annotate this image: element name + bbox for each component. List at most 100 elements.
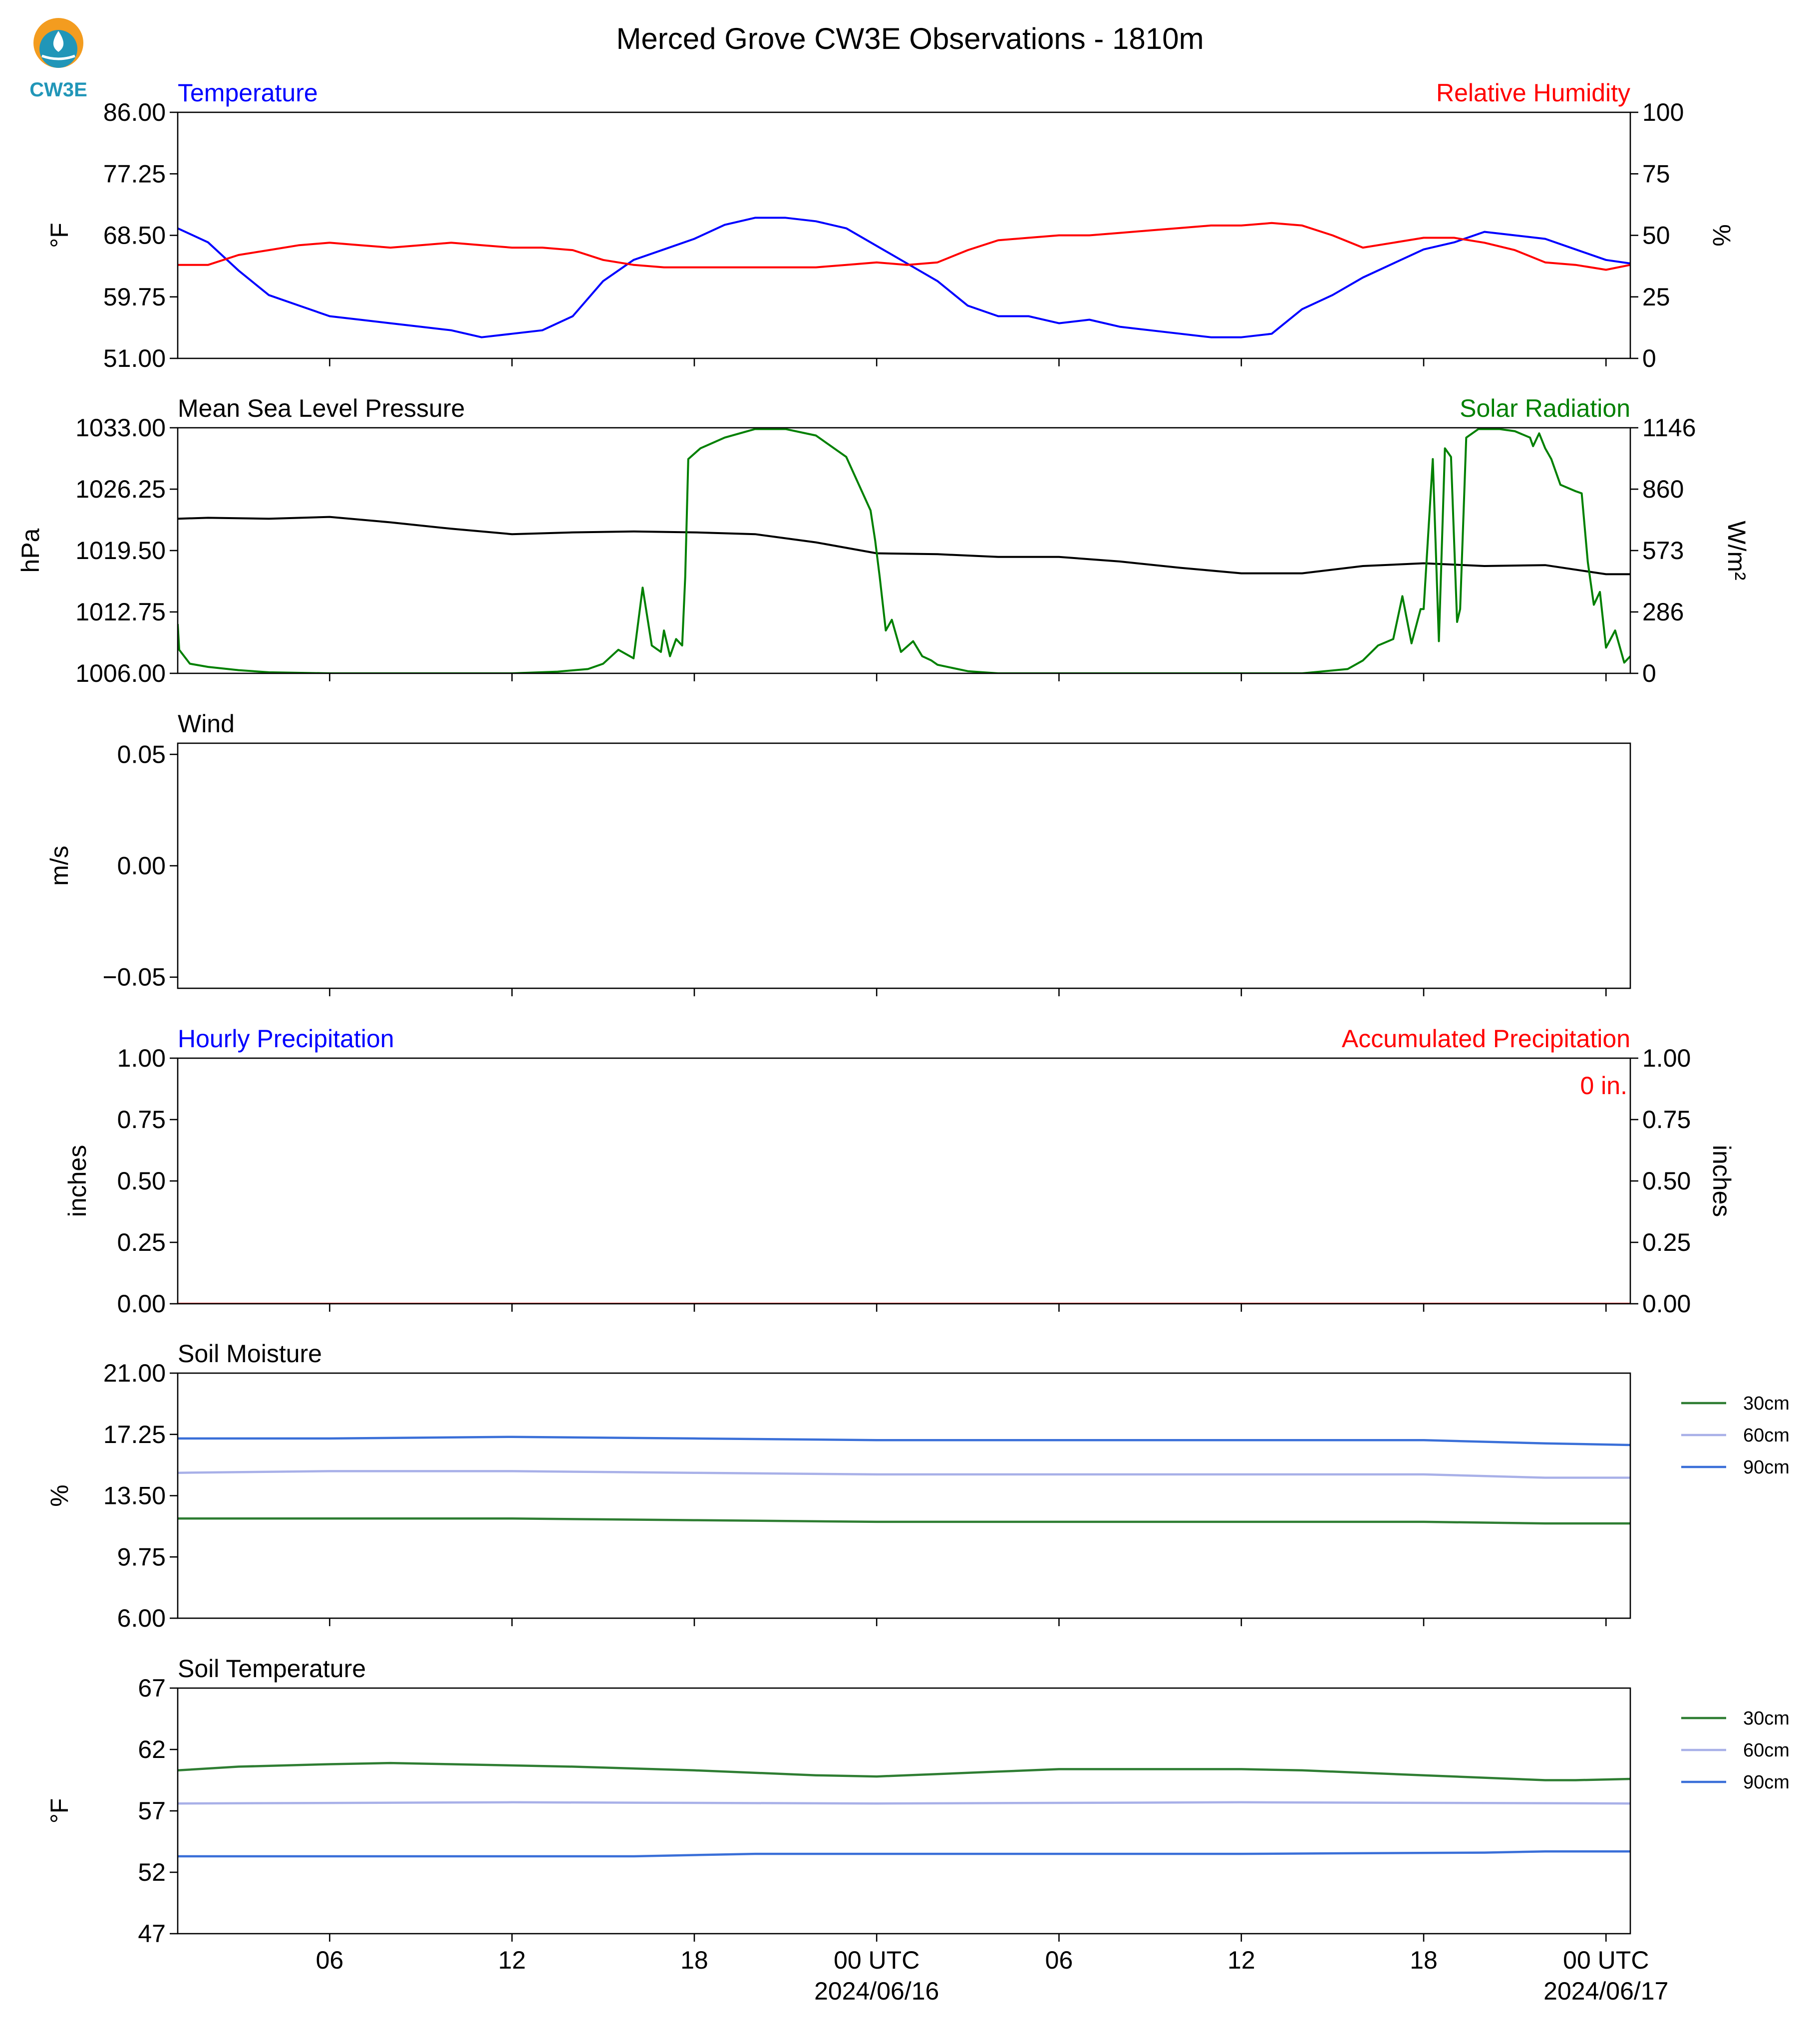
y-tick-label: 1033.00 <box>75 414 166 442</box>
series-pressure <box>178 516 1630 576</box>
y-tick-label-right: 0 <box>1642 344 1656 372</box>
panel-title-left: Wind <box>178 710 235 738</box>
y-tick-label: 0.50 <box>117 1167 166 1195</box>
accumulated-total: 0 in. <box>1580 1072 1627 1100</box>
plot-frame <box>177 1687 1631 1935</box>
y-tick-label-right: 75 <box>1642 160 1670 188</box>
y-tick-label: 67 <box>138 1674 166 1702</box>
plot-frame <box>177 111 1631 359</box>
figure-title: Merced Grove CW3E Observations - 1810m <box>616 22 1204 55</box>
y-tick-label-right: 1146 <box>1642 414 1696 442</box>
y-tick-label-right: 860 <box>1642 475 1684 503</box>
y-tick-label: 21.00 <box>103 1359 166 1387</box>
panel-2: 0.05 0.00 −0.05 Wind m/s <box>45 710 1631 996</box>
y-axis-label-right: % <box>1708 224 1736 246</box>
panel-title-left: Hourly Precipitation <box>178 1025 394 1053</box>
y-tick-label-right: 0.50 <box>1642 1167 1691 1195</box>
panel-title-left: Mean Sea Level Pressure <box>178 394 465 422</box>
y-tick-label: 9.75 <box>117 1543 166 1571</box>
y-tick-label: 77.25 <box>103 160 166 188</box>
y-tick-label: 6.00 <box>117 1604 166 1632</box>
series-temperature <box>178 217 1630 338</box>
y-tick-label-right: 50 <box>1642 222 1670 250</box>
y-axis-label: hPa <box>16 528 44 573</box>
x-tick-label: 00 UTC <box>834 1946 919 1974</box>
y-axis-label-right: W/m² <box>1723 521 1751 580</box>
y-tick-label: 0.75 <box>117 1106 166 1134</box>
cw3e-logo: CW3E <box>29 18 87 101</box>
series-soil_60cm <box>178 1801 1630 1805</box>
x-tick-label: 12 <box>498 1946 526 1974</box>
panel-title-right: Relative Humidity <box>1436 79 1630 107</box>
plot-frame <box>177 742 1631 989</box>
y-tick-label: −0.05 <box>102 963 166 991</box>
y-tick-label-right: 100 <box>1642 98 1684 126</box>
legend-label: 90cm <box>1743 1772 1790 1793</box>
y-tick-label: 57 <box>138 1797 166 1825</box>
y-tick-label: 59.75 <box>103 283 166 311</box>
y-tick-label: 62 <box>138 1736 166 1763</box>
series-soil_30cm <box>178 1761 1630 1781</box>
panel-title-left: Soil Temperature <box>178 1655 366 1683</box>
y-tick-label: 51.00 <box>103 344 166 372</box>
y-tick-label: 68.50 <box>103 222 166 250</box>
y-tick-label-right: 0.25 <box>1642 1228 1691 1256</box>
x-tick-label: 18 <box>1410 1946 1438 1974</box>
legend-label: 60cm <box>1743 1425 1790 1446</box>
y-tick-label: 13.50 <box>103 1482 166 1510</box>
y-axis-label: % <box>45 1484 73 1506</box>
y-tick-label: 0.05 <box>117 740 166 768</box>
logo-drop-icon <box>53 31 64 52</box>
y-tick-label-right: 25 <box>1642 283 1670 311</box>
panel-title-left: Soil Moisture <box>178 1340 322 1368</box>
panel-3: 1.00 0.75 0.50 0.25 0.00 1.00 0.75 0.50 0.25 0.00… <box>63 1025 1736 1318</box>
series-solar <box>178 428 1630 673</box>
panel-4: 21.00 17.25 13.50 9.75 6.00 Soil Moisture% 30c… <box>45 1340 1790 1632</box>
y-tick-label: 86.00 <box>103 98 166 126</box>
y-axis-label: m/s <box>45 846 73 886</box>
y-tick-label: 1006.00 <box>75 659 166 687</box>
y-tick-label: 1026.25 <box>75 475 166 503</box>
y-axis-label: inches <box>63 1145 91 1217</box>
y-axis-label: °F <box>45 1798 73 1824</box>
y-tick-label: 0.00 <box>117 852 166 880</box>
series-soil_30cm <box>178 1517 1630 1525</box>
series-soil_90cm <box>178 1436 1630 1447</box>
plot-frame <box>177 1372 1631 1619</box>
legend-label: 90cm <box>1743 1457 1790 1478</box>
y-tick-label: 1012.75 <box>75 598 166 626</box>
y-tick-label-right: 0.00 <box>1642 1290 1691 1318</box>
logo-text: CW3E <box>29 79 87 101</box>
y-tick-label: 0.25 <box>117 1228 166 1256</box>
y-tick-label-right: 0.75 <box>1642 1106 1691 1134</box>
panel-1: 1033.00 1026.25 1019.50 1012.75 1006.00 1146 8… <box>16 394 1751 687</box>
x-tick-label: 06 <box>1045 1946 1073 1974</box>
plot-frame <box>177 1057 1631 1305</box>
panel-title-left: Temperature <box>178 79 318 107</box>
x-tick-label: 18 <box>680 1946 708 1974</box>
y-tick-label: 47 <box>138 1920 166 1948</box>
x-tick-date: 2024/06/16 <box>814 1977 939 2005</box>
y-tick-label: 52 <box>138 1858 166 1886</box>
y-tick-label-right: 286 <box>1642 598 1684 626</box>
panel-title-right: Solar Radiation <box>1460 394 1630 422</box>
y-axis-label-right: inches <box>1708 1145 1736 1217</box>
series-soil_90cm <box>178 1850 1630 1858</box>
series-soil_60cm <box>178 1470 1630 1479</box>
series-humidity <box>178 222 1630 271</box>
y-tick-label: 1019.50 <box>75 537 166 565</box>
panel-5: 67 62 57 52 47 06 12 18 00 UTC 2024/06/16 06 12 18 00… <box>45 1655 1790 2005</box>
legend-label: 30cm <box>1743 1393 1790 1414</box>
y-axis-label: °F <box>45 223 73 248</box>
panel-0: 86.00 77.25 68.50 59.75 51.00 100 75 50 25 0 Tempe… <box>45 79 1736 372</box>
y-tick-label: 0.00 <box>117 1290 166 1318</box>
y-tick-label-right: 0 <box>1642 659 1656 687</box>
x-tick-label: 00 UTC <box>1563 1946 1649 1974</box>
x-tick-date: 2024/06/17 <box>1543 1977 1668 2005</box>
y-tick-label: 1.00 <box>117 1044 166 1072</box>
panel-title-right: Accumulated Precipitation <box>1342 1025 1630 1053</box>
x-tick-label: 06 <box>316 1946 344 1974</box>
y-tick-label: 17.25 <box>103 1421 166 1449</box>
y-tick-label-right: 1.00 <box>1642 1044 1691 1072</box>
